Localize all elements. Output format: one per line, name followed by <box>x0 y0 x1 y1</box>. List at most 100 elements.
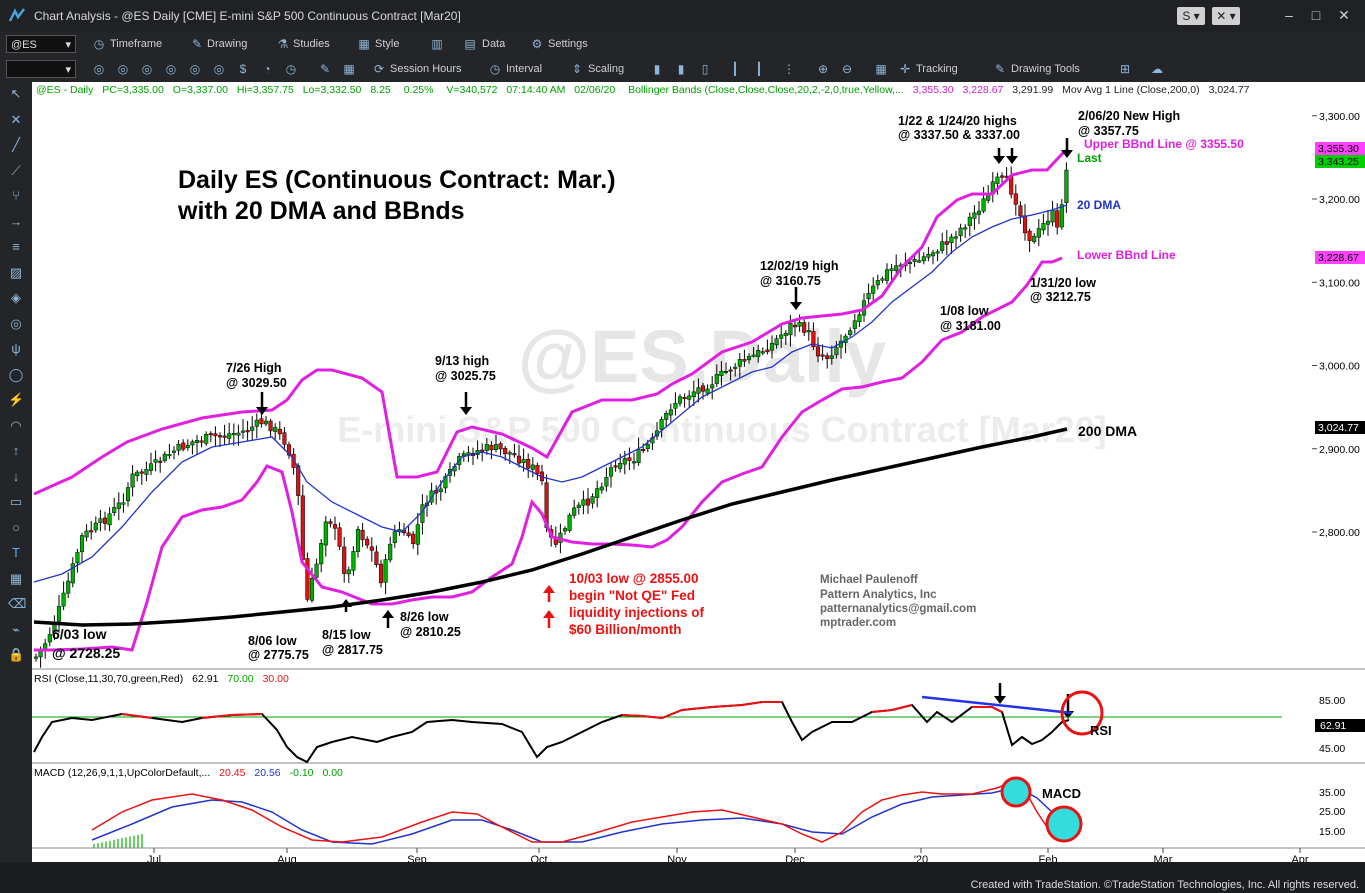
style-menu[interactable]: Style <box>375 38 400 50</box>
candle-body <box>194 440 200 443</box>
text-tool-icon[interactable]: T <box>12 545 20 560</box>
new-window-icon[interactable]: ⊞ <box>1119 62 1131 76</box>
speed-icon[interactable]: ⚡ <box>8 392 25 407</box>
price-tag-upper: 3,355.30 <box>1315 142 1365 155</box>
fib-icon[interactable]: ≡ <box>12 239 20 254</box>
timeframe-menu[interactable]: Timeframe <box>110 38 163 50</box>
trendline-icon[interactable]: ⟋ <box>11 162 21 178</box>
grid-icon[interactable]: ▦ <box>875 62 887 76</box>
session-hours-menu[interactable]: Session Hours <box>390 63 462 75</box>
chart-area: @ES,Daily E-mini S&P 500 Continuous Cont… <box>32 28 1365 866</box>
candle-body <box>337 527 342 547</box>
down-arrow-icon[interactable]: ↓ <box>12 468 20 484</box>
ray-icon[interactable]: → <box>9 213 23 229</box>
ohlc-icon[interactable]: ┃ <box>731 62 739 76</box>
candle-body <box>1055 210 1060 228</box>
candle-body <box>112 507 117 513</box>
settings-menu[interactable]: Settings <box>548 38 588 50</box>
scaling-menu[interactable]: Scaling <box>588 63 625 75</box>
pen-chart-icon[interactable]: ✎ <box>319 62 331 76</box>
zoom-out-icon[interactable]: ⊖ <box>841 62 853 76</box>
annotation-arrows <box>256 138 1074 719</box>
up-arrow-icon[interactable]: ↑ <box>12 443 20 458</box>
drawing-menu[interactable]: Drawing <box>207 38 248 50</box>
minimize-icon[interactable]: – <box>1285 7 1293 23</box>
chart-title: Daily ES (Continuous Contract: Mar.) <box>178 166 616 194</box>
hollow-candle-icon[interactable]: ▯ <box>701 62 709 76</box>
cycle-icon[interactable]: ◎ <box>213 62 225 76</box>
time-tick-2: Sep <box>407 854 427 862</box>
alert-icon[interactable]: ◔ <box>263 62 271 76</box>
grid-chart-icon[interactable]: ▦ <box>343 62 355 76</box>
candle-body <box>222 435 227 438</box>
clock-icon[interactable]: ◷ <box>285 62 297 76</box>
s-menu-button[interactable]: S ▾ <box>1177 7 1205 25</box>
candle-type-icon[interactable]: ▮ <box>677 62 685 76</box>
interval-input[interactable]: ▾ <box>6 60 76 78</box>
fork-icon[interactable]: ⑂ <box>12 188 20 203</box>
arc-icon[interactable]: ◠ <box>10 417 22 433</box>
interval-menu[interactable]: Interval <box>506 63 543 75</box>
channel-icon[interactable]: ▨ <box>9 264 23 280</box>
candle-body <box>756 349 761 357</box>
data-menu[interactable]: Data <box>482 38 506 50</box>
annotation-0603-low: 6/03 low @ 2728.25 <box>52 626 120 661</box>
sync-icon[interactable]: ◎ <box>189 62 201 76</box>
lock-icon[interactable]: 🔒 <box>8 647 25 662</box>
candle-body <box>921 256 926 262</box>
close-icon[interactable]: ✕ <box>1338 7 1350 23</box>
annotation-0726-high: 7/26 High @ 3029.50 <box>226 361 287 390</box>
studies-menu[interactable]: Studies <box>293 38 330 50</box>
candle-body <box>282 432 287 445</box>
candle-body <box>981 198 986 212</box>
main-toolbar: @ES ▾ ◷ Timeframe ✎ Drawing ⚗ Studies ▦ S… <box>0 32 1365 57</box>
chat-icon[interactable]: ☁ <box>1151 62 1163 76</box>
refresh-icon-2[interactable]: ◎ <box>117 62 129 76</box>
candle-body <box>70 563 75 584</box>
dollar-icon[interactable]: $ <box>239 62 247 76</box>
candle-body <box>162 453 167 461</box>
candle-body <box>66 580 71 594</box>
pitchfork-icon[interactable]: ψ <box>11 341 21 356</box>
candle-body <box>700 385 706 392</box>
gann-icon[interactable]: ◈ <box>11 290 21 305</box>
zoom-in-icon[interactable]: ⊕ <box>817 62 829 76</box>
erase-icon[interactable]: ⌫ <box>8 596 27 611</box>
bar-type-icon[interactable]: ▮ <box>653 62 661 76</box>
maximize-icon[interactable]: □ <box>1311 7 1321 23</box>
circle-tool-icon[interactable]: ○ <box>12 519 20 535</box>
cross-icon[interactable]: ✕ <box>10 111 22 127</box>
stop-icon[interactable]: ◎ <box>141 62 153 76</box>
dot-icon[interactable]: ⋮ <box>783 62 795 76</box>
author-name: Michael Paulenoff <box>820 574 918 586</box>
price-tag-last: 3,343.25 <box>1315 155 1365 168</box>
grid-tool-icon[interactable]: ▦ <box>9 570 23 586</box>
annotation-0815-low: 8/15 low @ 2817.75 <box>322 628 383 657</box>
layout-icon[interactable]: ▥ <box>431 37 443 51</box>
rect-tool-icon[interactable]: ▭ <box>9 494 23 509</box>
candle-body <box>857 314 862 323</box>
candle-body <box>507 452 512 455</box>
symbol-input[interactable]: @ES ▾ <box>6 35 76 53</box>
tracking-menu[interactable]: Tracking <box>916 63 958 75</box>
magnet-icon[interactable]: ⌁ <box>12 621 20 637</box>
hlc-icon[interactable]: ┃ <box>755 62 763 76</box>
drawing-tools-menu[interactable]: Drawing Tools <box>1011 63 1080 75</box>
candle-body <box>43 643 48 650</box>
info-open: O=3,337.00 <box>173 84 228 96</box>
candle-body <box>976 210 982 215</box>
ellipse-tool-icon[interactable]: ◯ <box>8 366 24 382</box>
macd-tick-25: 25.00 <box>1319 806 1345 818</box>
refresh-icon[interactable]: ◎ <box>93 62 105 76</box>
link-menu-button[interactable]: ✕ ▾ <box>1212 7 1240 25</box>
chart-svg[interactable]: @ES,Daily E-mini S&P 500 Continuous Cont… <box>32 28 1365 866</box>
line-icon[interactable]: ╱ <box>12 137 20 152</box>
candle-body <box>737 359 742 367</box>
candle-body <box>926 253 931 258</box>
macd-tick-35: 35.00 <box>1319 787 1345 799</box>
play-icon[interactable]: ◎ <box>165 62 177 76</box>
arrow-icon[interactable]: ↖ <box>10 86 22 101</box>
cycle-icon[interactable]: ◎ <box>10 315 22 331</box>
price-tick-3200: 3,200.00 <box>1319 194 1360 206</box>
macd-histogram <box>93 834 143 848</box>
